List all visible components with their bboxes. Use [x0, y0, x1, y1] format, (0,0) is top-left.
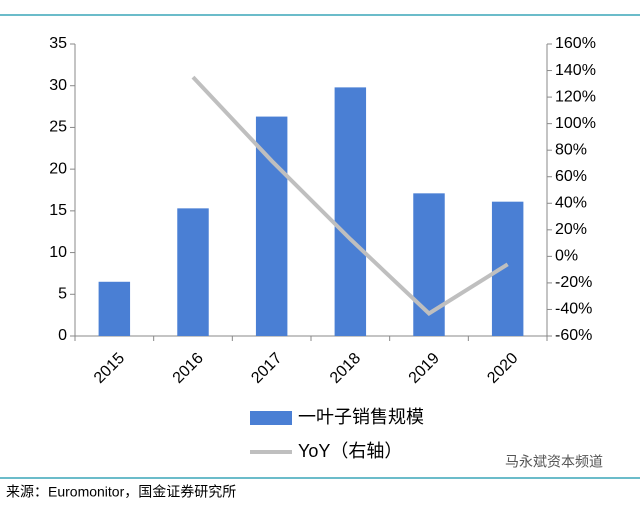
x-tick-label: 2016 — [170, 350, 207, 387]
y-tick-label: 5 — [58, 286, 67, 303]
bar — [177, 208, 209, 336]
y2-tick-label: 160% — [555, 35, 596, 52]
legend-swatch — [250, 411, 292, 425]
y-tick-label: 0 — [58, 327, 67, 344]
y2-tick-label: 100% — [555, 115, 596, 132]
y2-tick-label: -40% — [555, 301, 592, 318]
legend-label: YoY（右轴） — [298, 441, 402, 461]
legend-label: 一叶子销售规模 — [298, 407, 424, 427]
line — [191, 75, 509, 316]
watermark: 马永斌资本频道 — [505, 454, 603, 470]
y2-tick-label: 120% — [555, 88, 596, 105]
x-tick-label: 2017 — [248, 350, 285, 387]
bar — [334, 87, 367, 336]
x-tick-label: 2020 — [484, 350, 521, 387]
bar — [98, 281, 131, 336]
x-tick-label: 2018 — [327, 350, 364, 387]
y-tick-label: 10 — [49, 244, 67, 261]
y2-tick-label: 80% — [555, 141, 587, 158]
y2-tick-label: 140% — [555, 62, 596, 79]
source: 来源：Euromonitor，国金证券研究所 — [6, 484, 236, 500]
y-tick-label: 15 — [49, 202, 67, 219]
y-tick-label: 20 — [49, 160, 67, 177]
y2-tick-label: -60% — [555, 327, 592, 344]
y2-tick-label: 40% — [555, 194, 587, 211]
bar — [491, 201, 524, 336]
x-tick-label: 2019 — [406, 350, 443, 387]
y2-tick-label: -20% — [555, 274, 592, 291]
y-tick-label: 35 — [49, 35, 67, 52]
x-tick-label: 2015 — [91, 350, 128, 387]
bar — [255, 116, 288, 336]
y2-tick-label: 0% — [555, 248, 578, 265]
y-tick-label: 25 — [49, 119, 67, 136]
y2-tick-label: 60% — [555, 168, 587, 185]
y-tick-label: 30 — [49, 77, 67, 94]
y2-tick-label: 20% — [555, 221, 587, 238]
